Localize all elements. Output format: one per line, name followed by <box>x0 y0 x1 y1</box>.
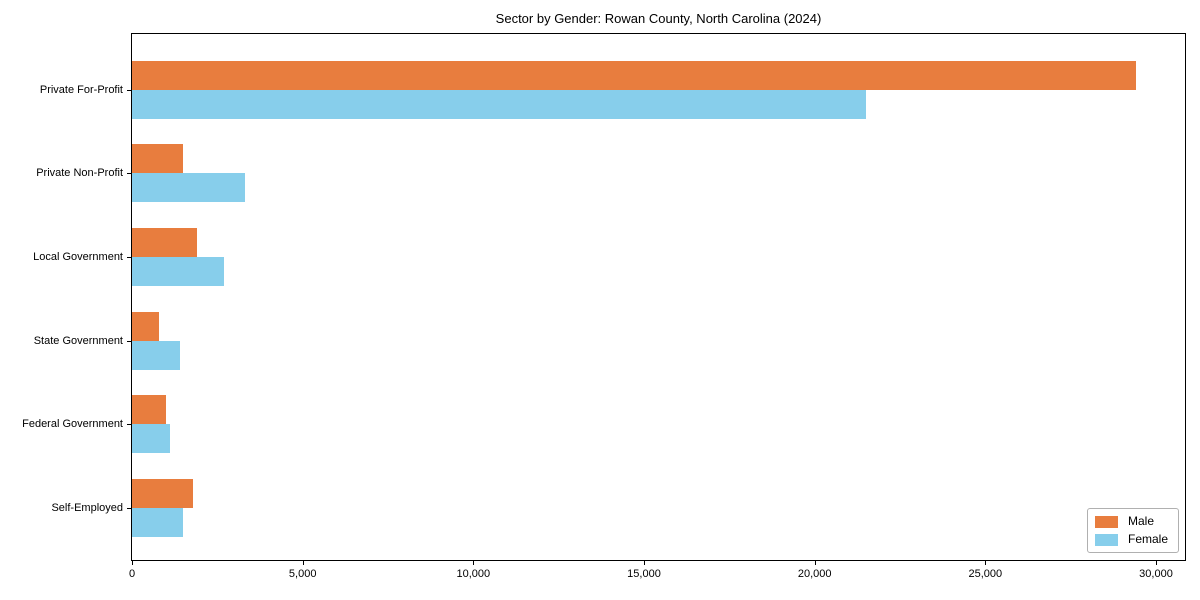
bar-female-self-employed <box>132 508 184 537</box>
chart-title: Sector by Gender: Rowan County, North Ca… <box>495 11 822 26</box>
xtick-mark <box>644 561 645 565</box>
xtick-label-15-000: 15,000 <box>627 568 661 580</box>
xtick-label-10-000: 10,000 <box>456 568 491 580</box>
bar-female-state-government <box>132 340 180 370</box>
xtick-mark <box>302 561 304 565</box>
legend: Male Female <box>1086 508 1179 553</box>
ytick-mark <box>127 508 131 509</box>
bar-female-local-government <box>132 256 225 286</box>
legend-label-male: Male <box>1127 514 1154 528</box>
plot-area: Male Female <box>131 33 1186 561</box>
xtick-label-5-000: 5,000 <box>288 568 317 580</box>
legend-label-female: Female <box>1127 532 1168 546</box>
legend-swatch-male <box>1094 515 1118 528</box>
bar-female-private-for-profit <box>132 89 866 119</box>
xtick-mark <box>985 561 987 565</box>
xtick-label-25-000: 25,000 <box>968 568 1003 580</box>
ytick-mark <box>127 89 131 91</box>
ytick-label-federal-government: Federal Government <box>22 418 123 431</box>
bar-male-state-government <box>132 311 160 341</box>
ytick-mark <box>127 424 131 426</box>
xtick-mark <box>473 561 475 565</box>
bar-male-local-government <box>132 227 197 257</box>
bar-male-federal-government <box>132 395 167 425</box>
legend-item-female: Female <box>1094 532 1168 546</box>
bar-male-private-for-profit <box>132 60 1136 90</box>
xtick-label-30-000: 30,000 <box>1139 568 1173 580</box>
ytick-label-self-employed: Self-Employed <box>51 502 123 514</box>
legend-swatch-female <box>1094 533 1118 546</box>
ytick-label-local-government: Local Government <box>33 250 123 263</box>
ytick-mark <box>127 340 131 342</box>
ytick-label-private-for-profit: Private For-Profit <box>39 83 123 96</box>
bar-female-federal-government <box>132 424 170 454</box>
xtick-mark <box>1156 561 1157 565</box>
bar-male-self-employed <box>132 479 194 508</box>
bar-male-private-non-profit <box>132 144 184 174</box>
xtick-label-20-000: 20,000 <box>797 568 832 580</box>
xtick-label-0: 0 <box>128 568 136 580</box>
bar-female-private-non-profit <box>132 173 245 203</box>
legend-item-male: Male <box>1094 514 1168 528</box>
ytick-label-private-non-profit: Private Non-Profit <box>36 167 123 180</box>
xtick-mark <box>814 561 816 565</box>
xtick-mark <box>132 561 133 565</box>
ytick-label-state-government: State Government <box>33 334 123 347</box>
ytick-mark <box>127 173 131 175</box>
ytick-mark <box>127 256 131 258</box>
